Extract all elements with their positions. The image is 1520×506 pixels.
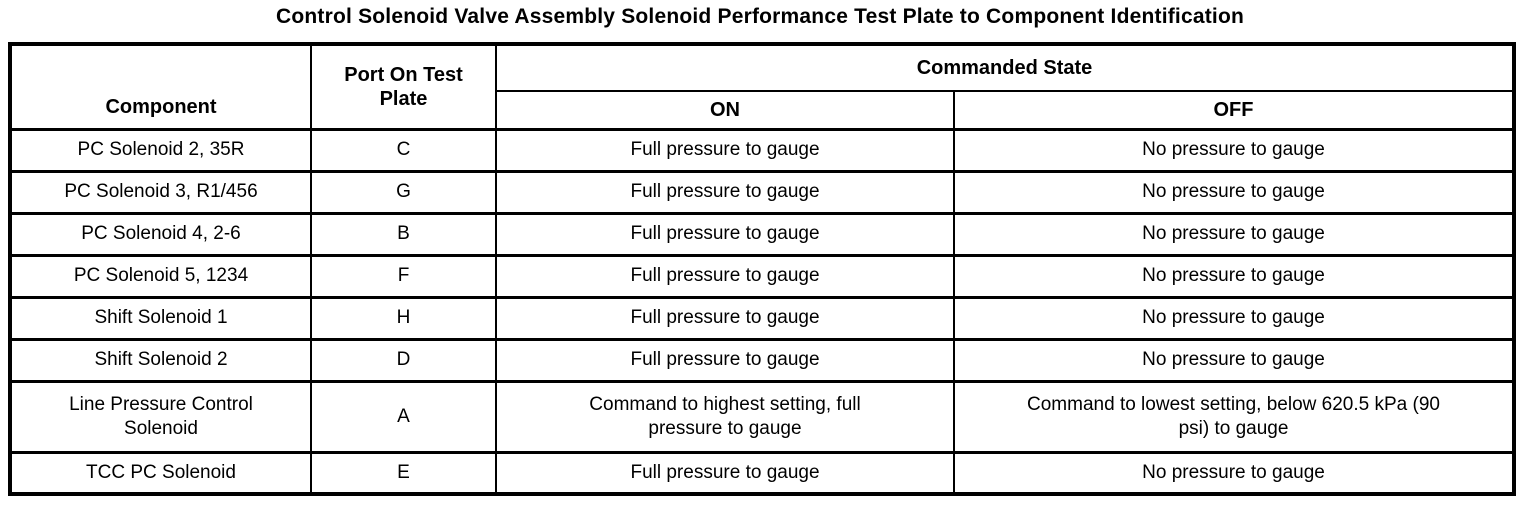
- cell-component: PC Solenoid 3, R1/456: [9, 169, 312, 215]
- cell-off: No pressure to gauge: [953, 169, 1515, 215]
- cell-on: Full pressure to gauge: [495, 450, 955, 496]
- header-row-top: Component Port On Test Plate Commanded S…: [9, 42, 1515, 131]
- cell-component: Shift Solenoid 1: [9, 295, 312, 341]
- cell-off: No pressure to gauge: [953, 295, 1515, 341]
- cell-port: D: [310, 337, 497, 383]
- page-title: Control Solenoid Valve Assembly Solenoid…: [275, 5, 1245, 28]
- cell-port: E: [310, 450, 497, 496]
- cell-component: PC Solenoid 5, 1234: [9, 253, 312, 299]
- cell-on: Full pressure to gauge: [495, 337, 955, 383]
- column-header-commanded-state: Commanded State: [495, 42, 1515, 93]
- cell-off: No pressure to gauge: [953, 127, 1515, 173]
- table-row: PC Solenoid 2, 35R C Full pressure to gaug…: [9, 127, 1515, 173]
- cell-on: Full pressure to gauge: [495, 169, 955, 215]
- cell-component: PC Solenoid 2, 35R: [9, 127, 312, 173]
- column-header-component: Component: [9, 42, 312, 131]
- table-row: PC Solenoid 5, 1234 F Full pressure to gau…: [9, 253, 1515, 299]
- cell-on: Full pressure to gauge: [495, 127, 955, 173]
- cell-off: No pressure to gauge: [953, 450, 1515, 496]
- table-row: PC Solenoid 4, 2-6 B Full pressure to gaug…: [9, 211, 1515, 257]
- cell-on: Full pressure to gauge: [495, 211, 955, 257]
- table-body: PC Solenoid 2, 35R C Full pressure to gaug…: [9, 127, 1515, 496]
- cell-port: H: [310, 295, 497, 341]
- cell-off: No pressure to gauge: [953, 337, 1515, 383]
- column-header-off: OFF: [953, 90, 1515, 131]
- cell-off: Command to lowest setting, below 620.5 k…: [953, 379, 1515, 454]
- cell-port: B: [310, 211, 497, 257]
- table-row: Shift Solenoid 1 H Full pressure to gauge N…: [9, 295, 1515, 341]
- table-row: Shift Solenoid 2 D Full pressure to gauge N…: [9, 337, 1515, 383]
- cell-on: Command to highest setting, full pressur…: [495, 379, 955, 454]
- table-header: Component Port On Test Plate Commanded S…: [9, 42, 1515, 131]
- cell-on: Full pressure to gauge: [495, 253, 955, 299]
- column-header-on: ON: [495, 90, 955, 131]
- solenoid-performance-table: Component Port On Test Plate Commanded S…: [8, 42, 1516, 497]
- cell-off: No pressure to gauge: [953, 211, 1515, 257]
- table-row: Line Pressure Control Solenoid A Command t…: [9, 379, 1515, 454]
- cell-port: A: [310, 379, 497, 454]
- cell-on: Full pressure to gauge: [495, 295, 955, 341]
- cell-component: Shift Solenoid 2: [9, 337, 312, 383]
- table-row: PC Solenoid 3, R1/456 G Full pressure to g…: [9, 169, 1515, 215]
- cell-component: PC Solenoid 4, 2-6: [9, 211, 312, 257]
- cell-component: TCC PC Solenoid: [9, 450, 312, 496]
- column-header-port-on-test-plate: Port On Test Plate: [310, 42, 497, 131]
- cell-port: G: [310, 169, 497, 215]
- cell-off: No pressure to gauge: [953, 253, 1515, 299]
- cell-component: Line Pressure Control Solenoid: [9, 379, 312, 454]
- header-row-sub: ON OFF: [10, 90, 1515, 131]
- table-row: TCC PC Solenoid E Full pressure to gauge No…: [9, 450, 1515, 496]
- cell-port: C: [310, 127, 497, 173]
- cell-port: F: [310, 253, 497, 299]
